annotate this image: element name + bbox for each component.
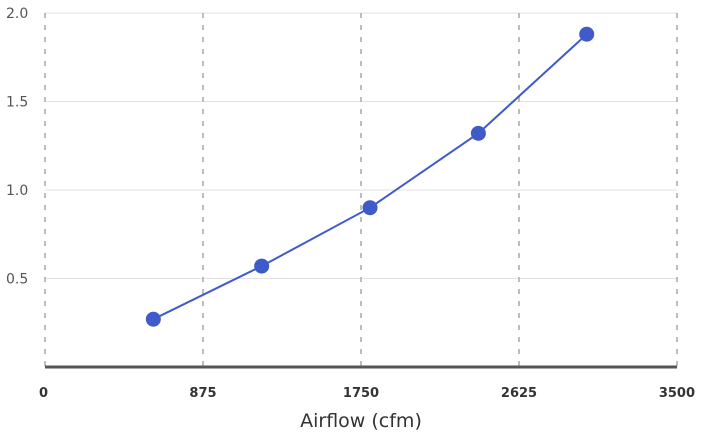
x-tick-label: 875 [189,386,216,401]
data-point [145,311,161,327]
data-point [470,125,486,141]
y-tick-label: 1.0 [6,183,28,199]
x-tick-label: 0 [39,386,48,401]
data-point [579,26,595,42]
x-tick-label: 3500 [659,386,695,401]
labels: 0.5 1.0 1.5 2.0 0 875 1750 2625 3500 [6,6,695,401]
grid [44,12,678,367]
data-point [362,200,378,216]
y-tick-label: 2.0 [6,6,28,22]
x-tick-label: 2625 [501,386,537,401]
series [145,26,595,327]
data-point [254,258,270,274]
x-axis-label: Airflow (cfm) [300,410,422,432]
x-tick-label: 1750 [343,386,379,401]
y-tick-label: 1.5 [6,95,28,111]
y-tick-label: 0.5 [6,272,28,288]
series-line [152,33,588,321]
